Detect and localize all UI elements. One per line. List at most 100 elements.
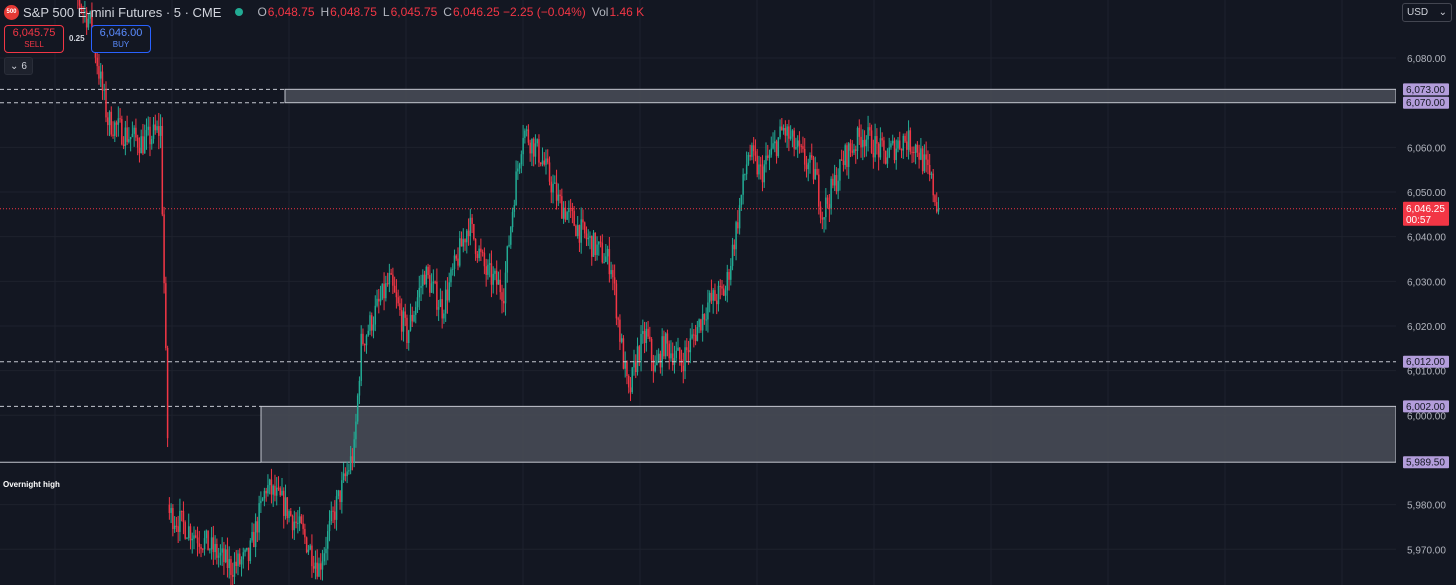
candle-body[interactable] [253,531,255,548]
candle-body[interactable] [288,511,290,519]
candle-body[interactable] [152,124,155,139]
candle-body[interactable] [907,130,910,150]
candle-body[interactable] [476,253,479,259]
candle-body[interactable] [239,553,241,565]
candle-body[interactable] [647,328,649,337]
candle-body[interactable] [117,118,120,125]
candle-body[interactable] [893,140,896,161]
candle-body[interactable] [629,387,632,393]
symbol-logo-icon[interactable]: 500 [4,4,19,20]
candle-body[interactable] [703,313,706,320]
candle-body[interactable] [436,281,438,310]
candle-body[interactable] [311,545,313,567]
candle-body[interactable] [473,223,475,239]
market-status-icon[interactable] [235,8,244,16]
candle-body[interactable] [856,127,859,151]
candle-body[interactable] [541,160,544,165]
candle-body[interactable] [422,274,424,286]
candle-body[interactable] [909,130,912,152]
candle-body[interactable] [439,298,442,307]
candle-body[interactable] [196,537,199,544]
candle-body[interactable] [131,133,134,137]
candle-body[interactable] [568,208,570,213]
candle-body[interactable] [510,227,512,245]
candle-body[interactable] [209,549,211,551]
candle-body[interactable] [710,292,713,301]
candle-body[interactable] [765,155,767,165]
candle-body[interactable] [112,134,114,136]
candle-body[interactable] [846,145,848,167]
candle-body[interactable] [191,538,193,541]
candle-body[interactable] [534,143,537,157]
candle-body[interactable] [925,154,927,160]
candle-body[interactable] [124,127,127,146]
candle-body[interactable] [680,359,683,366]
candle-body[interactable] [149,126,151,145]
candle-body[interactable] [830,178,832,209]
candle-body[interactable] [809,155,811,163]
candle-body[interactable] [374,305,377,325]
candle-body[interactable] [707,302,709,320]
candle-body[interactable] [217,555,220,558]
candle-body[interactable] [214,544,216,553]
candle-body[interactable] [775,141,778,157]
candle-body[interactable] [513,205,516,212]
candle-body[interactable] [870,130,873,153]
candle-body[interactable] [203,538,206,550]
candle-body[interactable] [99,71,102,79]
candle-body[interactable] [128,139,130,142]
candle-body[interactable] [108,111,111,126]
candle-body[interactable] [686,347,688,351]
candle-body[interactable] [365,335,368,346]
candle-body[interactable] [767,155,769,158]
candle-body[interactable] [441,298,443,319]
candle-body[interactable] [230,559,232,575]
candle-body[interactable] [517,168,519,172]
candle-body[interactable] [918,152,920,160]
candle-body[interactable] [816,169,818,175]
candle-body[interactable] [890,143,892,148]
candle-body[interactable] [527,129,530,143]
candle-body[interactable] [175,525,178,527]
candle-body[interactable] [451,268,454,270]
candle-body[interactable] [659,353,662,368]
candle-body[interactable] [249,540,252,561]
candle-body[interactable] [705,319,707,321]
candle-body[interactable] [142,136,144,154]
candle-body[interactable] [210,537,213,550]
candle-body[interactable] [550,181,553,193]
candle-body[interactable] [738,205,741,229]
candle-body[interactable] [281,490,283,496]
candle-body[interactable] [399,303,401,311]
candle-body[interactable] [554,182,556,184]
candle-body[interactable] [515,171,517,206]
candle-body[interactable] [367,330,369,336]
candle-body[interactable] [652,359,655,372]
candle-body[interactable] [561,196,563,219]
candle-body[interactable] [179,510,181,532]
candle-body[interactable] [251,531,253,541]
candle-body[interactable] [371,315,373,331]
candle-body[interactable] [599,241,602,243]
candle-body[interactable] [752,145,755,152]
candle-body[interactable] [341,480,343,503]
candle-body[interactable] [580,219,582,243]
candle-body[interactable] [872,152,875,158]
candle-body[interactable] [698,319,700,328]
candle-body[interactable] [372,324,375,331]
candle-body[interactable] [937,208,940,212]
candle-body[interactable] [393,285,396,293]
candle-body[interactable] [314,562,317,569]
candle-body[interactable] [891,140,894,144]
candle-body[interactable] [346,471,348,477]
candle-body[interactable] [298,516,301,524]
candle-body[interactable] [423,274,426,285]
candle-body[interactable] [633,361,635,368]
candle-body[interactable] [216,544,218,558]
candle-body[interactable] [279,488,281,496]
candle-body[interactable] [376,298,378,306]
candle-body[interactable] [145,129,148,137]
candle-body[interactable] [826,197,829,204]
candle-body[interactable] [395,292,398,298]
